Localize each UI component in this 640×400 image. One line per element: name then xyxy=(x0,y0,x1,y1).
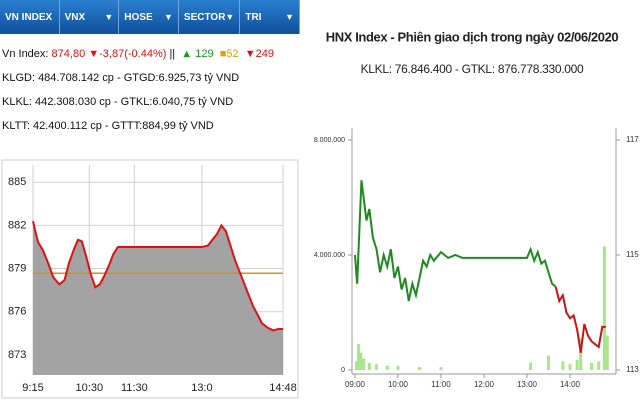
tab-label: VN INDEX xyxy=(5,11,53,23)
x-tick-label: 14:00 xyxy=(560,380,581,389)
tab[interactable]: VNX ▼ xyxy=(60,0,120,34)
y2-tick-label: 115 xyxy=(626,250,639,259)
volume-bar xyxy=(362,358,366,370)
tab[interactable]: VN INDEX xyxy=(0,0,60,34)
x-tick-label: 13:00 xyxy=(517,380,538,389)
x-tick-label: 11:30 xyxy=(121,382,148,394)
index-label: Vn Index: xyxy=(2,48,49,60)
down-count: ▼249 xyxy=(244,48,274,60)
volume-bar xyxy=(602,246,606,370)
line xyxy=(554,286,606,353)
volume-bar xyxy=(396,365,400,370)
tab-label: HOSE xyxy=(124,11,153,23)
volume-bar xyxy=(439,367,443,370)
volume-bar xyxy=(575,359,579,370)
y-tick-label: 873 xyxy=(8,349,26,361)
volume-bar xyxy=(568,364,572,370)
x-tick-label: 10:30 xyxy=(76,382,104,394)
chart-subtitle: KLKL: 76.846.400 - GTKL: 876.778.330.000 xyxy=(361,62,584,76)
y-tick-label: 882 xyxy=(8,219,26,231)
tab-label: SECTOR xyxy=(183,11,226,23)
y-tick-label: 879 xyxy=(8,262,26,274)
volume-bar xyxy=(385,365,389,370)
y-tick-label: 876 xyxy=(8,306,26,318)
stat-line: KLGD: 484.708.142 cp - GTGD:6.925,73 tỷ … xyxy=(2,72,240,84)
volume-bar xyxy=(375,364,378,370)
index-change: 874,80 ▼-3,87(-0.44%) xyxy=(51,48,167,60)
volume-bar xyxy=(529,362,533,370)
line xyxy=(32,220,283,332)
x-tick-label: 11:00 xyxy=(431,380,451,389)
x-tick-label: 12:00 xyxy=(474,380,495,389)
volume-bar xyxy=(547,355,550,370)
x-tick-label: 13:0 xyxy=(191,382,212,394)
x-tick-label: 14:48 xyxy=(269,382,297,394)
chart-title: HNX Index - Phiên giao dịch trong ngày 0… xyxy=(326,29,619,44)
tab-bar: VN INDEX VNX ▼ HOSE ▼ SECTOR ▼ TRI ▼ xyxy=(0,0,300,34)
y-tick-label: 4.000.000 xyxy=(314,252,345,259)
separator: || xyxy=(169,48,176,60)
tab[interactable]: TRI ▼ xyxy=(240,0,300,34)
x-tick-label: 10:00 xyxy=(388,380,409,389)
y-tick-label: 8.000.000 xyxy=(314,137,345,144)
y2-tick-label: 117 xyxy=(626,135,639,144)
flat-count: ■52 xyxy=(219,48,239,60)
tab-label: TRI xyxy=(245,11,262,23)
index-line: Vn Index: 874,80 ▼-3,87(-0.44%) || ▲ 129… xyxy=(2,42,300,66)
line xyxy=(354,180,557,302)
volume-bar xyxy=(597,361,601,370)
volume-bar xyxy=(367,362,371,370)
volume-bar xyxy=(359,352,363,370)
stat-line: KLKL: 442.308.030 cp - GTKL:6.040,75 tỷ … xyxy=(2,96,234,108)
x-tick-label: 9:15 xyxy=(22,382,43,394)
x-tick-label: 09:00 xyxy=(345,380,366,389)
up-count: ▲ 129 xyxy=(181,48,214,60)
volume-bar xyxy=(561,361,565,370)
volume-bar xyxy=(418,367,421,370)
info-panel: Vn Index: 874,80 ▼-3,87(-0.44%) || ▲ 129… xyxy=(2,42,300,138)
stat-line: KLTT: 42.400.112 cp - GTTT:884,99 tỷ VND xyxy=(2,120,214,132)
tab-label: VNX xyxy=(64,11,86,23)
tab[interactable]: HOSE ▼ xyxy=(119,0,179,34)
y-tick-label: 0 xyxy=(341,367,345,374)
volume-bar xyxy=(590,362,593,370)
area xyxy=(33,221,283,375)
volume-bar xyxy=(605,335,609,370)
volume-bar xyxy=(357,344,361,370)
volume-bar xyxy=(354,361,358,370)
volume-bar xyxy=(579,338,583,370)
tab[interactable]: SECTOR ▼ xyxy=(179,0,241,34)
y2-tick-label: 113 xyxy=(626,365,639,374)
y-tick-label: 885 xyxy=(8,176,26,188)
